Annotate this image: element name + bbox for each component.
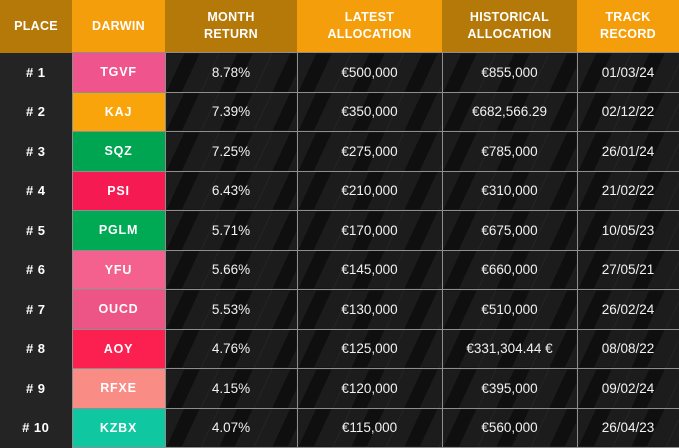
table-row: # 7 OUCD 5.53% €130,000 €510,000 26/02/2… bbox=[0, 289, 679, 330]
latest-allocation-cell: €125,000 bbox=[296, 328, 443, 369]
darwin-cell[interactable]: PSI bbox=[71, 170, 166, 211]
table-row: # 8 AOY 4.76% €125,000 €331,304.44 € 08/… bbox=[0, 328, 679, 369]
month-return-cell: 7.25% bbox=[164, 131, 298, 172]
historical-allocation-cell: €855,000 bbox=[441, 52, 578, 93]
track-record-cell: 02/12/22 bbox=[576, 91, 679, 132]
darwin-cell[interactable]: TGVF bbox=[71, 52, 166, 93]
month-return-cell: 7.39% bbox=[164, 91, 298, 132]
darwin-cell[interactable]: SQZ bbox=[71, 131, 166, 172]
historical-allocation-cell: €785,000 bbox=[441, 131, 578, 172]
table-row: # 1 TGVF 8.78% €500,000 €855,000 01/03/2… bbox=[0, 52, 679, 93]
track-record-cell: 27/05/21 bbox=[576, 249, 679, 290]
column-header-darwin: DARWIN bbox=[72, 0, 165, 53]
place-cell: # 3 bbox=[0, 131, 72, 171]
track-record-cell: 10/05/23 bbox=[576, 210, 679, 251]
latest-allocation-cell: €210,000 bbox=[296, 170, 443, 211]
darwin-cell[interactable]: OUCD bbox=[71, 289, 166, 330]
latest-allocation-cell: €130,000 bbox=[296, 289, 443, 330]
historical-allocation-cell: €560,000 bbox=[441, 407, 578, 448]
place-cell: # 1 bbox=[0, 52, 72, 92]
latest-allocation-cell: €120,000 bbox=[296, 368, 443, 409]
darwin-cell[interactable]: YFU bbox=[71, 249, 166, 290]
place-cell: # 6 bbox=[0, 250, 72, 290]
track-record-cell: 26/01/24 bbox=[576, 131, 679, 172]
darwin-cell[interactable]: PGLM bbox=[71, 210, 166, 251]
track-record-cell: 09/02/24 bbox=[576, 368, 679, 409]
track-record-cell: 08/08/22 bbox=[576, 328, 679, 369]
column-header-track-record: TRACK RECORD bbox=[577, 0, 679, 53]
place-cell: # 8 bbox=[0, 329, 72, 369]
table-row: # 6 YFU 5.66% €145,000 €660,000 27/05/21 bbox=[0, 249, 679, 290]
historical-allocation-cell: €395,000 bbox=[441, 368, 578, 409]
place-cell: # 2 bbox=[0, 92, 72, 132]
month-return-cell: 5.66% bbox=[164, 249, 298, 290]
latest-allocation-cell: €145,000 bbox=[296, 249, 443, 290]
table-row: # 9 RFXE 4.15% €120,000 €395,000 09/02/2… bbox=[0, 368, 679, 409]
month-return-cell: 6.43% bbox=[164, 170, 298, 211]
historical-allocation-cell: €331,304.44 € bbox=[441, 328, 578, 369]
place-cell: # 9 bbox=[0, 368, 72, 408]
track-record-cell: 21/02/22 bbox=[576, 170, 679, 211]
month-return-cell: 5.53% bbox=[164, 289, 298, 330]
latest-allocation-cell: €500,000 bbox=[296, 52, 443, 93]
table-row: # 10 KZBX 4.07% €115,000 €560,000 26/04/… bbox=[0, 407, 679, 448]
place-cell: # 4 bbox=[0, 171, 72, 211]
month-return-cell: 4.15% bbox=[164, 368, 298, 409]
column-header-historical-allocation: HISTORICAL ALLOCATION bbox=[442, 0, 577, 53]
table-row: # 4 PSI 6.43% €210,000 €310,000 21/02/22 bbox=[0, 170, 679, 211]
table-row: # 3 SQZ 7.25% €275,000 €785,000 26/01/24 bbox=[0, 131, 679, 172]
column-header-latest-allocation: LATEST ALLOCATION bbox=[297, 0, 442, 53]
place-cell: # 7 bbox=[0, 289, 72, 329]
place-cell: # 5 bbox=[0, 210, 72, 250]
darwin-cell[interactable]: KAJ bbox=[71, 91, 166, 132]
month-return-cell: 5.71% bbox=[164, 210, 298, 251]
header-row: PLACE DARWIN MONTH RETURN LATEST ALLOCATION… bbox=[0, 0, 679, 53]
historical-allocation-cell: €675,000 bbox=[441, 210, 578, 251]
track-record-cell: 26/02/24 bbox=[576, 289, 679, 330]
latest-allocation-cell: €115,000 bbox=[296, 407, 443, 448]
place-cell: # 10 bbox=[0, 408, 72, 448]
track-record-cell: 26/04/23 bbox=[576, 407, 679, 448]
historical-allocation-cell: €510,000 bbox=[441, 289, 578, 330]
historical-allocation-cell: €310,000 bbox=[441, 170, 578, 211]
latest-allocation-cell: €275,000 bbox=[296, 131, 443, 172]
latest-allocation-cell: €170,000 bbox=[296, 210, 443, 251]
month-return-cell: 4.76% bbox=[164, 328, 298, 369]
latest-allocation-cell: €350,000 bbox=[296, 91, 443, 132]
darwin-cell[interactable]: AOY bbox=[71, 328, 166, 369]
table-row: # 2 KAJ 7.39% €350,000 €682,566.29 02/12… bbox=[0, 91, 679, 132]
track-record-cell: 01/03/24 bbox=[576, 52, 679, 93]
column-header-place: PLACE bbox=[0, 0, 72, 53]
historical-allocation-cell: €682,566.29 bbox=[441, 91, 578, 132]
historical-allocation-cell: €660,000 bbox=[441, 249, 578, 290]
darwin-cell[interactable]: RFXE bbox=[71, 368, 166, 409]
month-return-cell: 8.78% bbox=[164, 52, 298, 93]
table-row: # 5 PGLM 5.71% €170,000 €675,000 10/05/2… bbox=[0, 210, 679, 251]
column-header-month-return: MONTH RETURN bbox=[165, 0, 297, 53]
month-return-cell: 4.07% bbox=[164, 407, 298, 448]
darwin-cell[interactable]: KZBX bbox=[71, 407, 166, 448]
